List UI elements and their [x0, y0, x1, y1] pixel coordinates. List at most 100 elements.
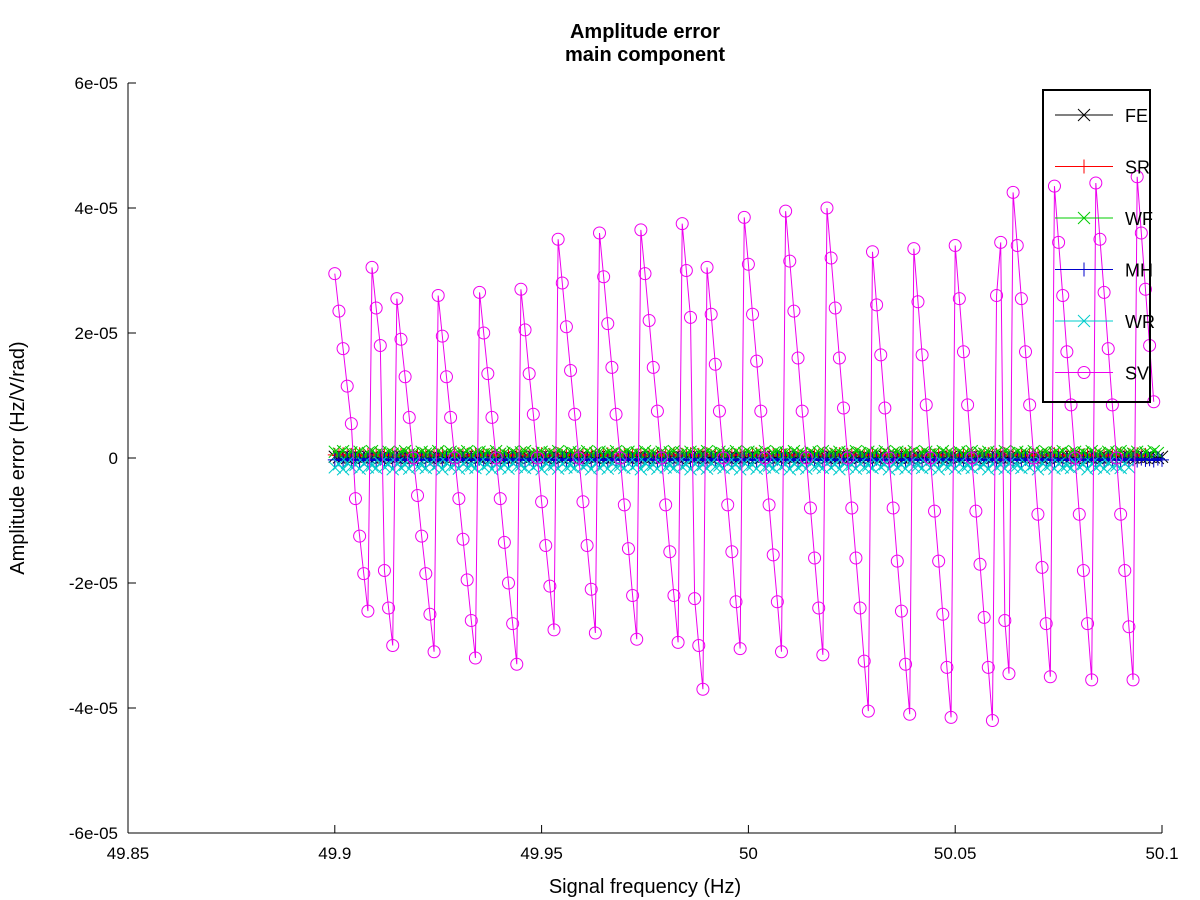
point-wr — [692, 461, 706, 474]
point-wr — [328, 461, 342, 474]
point-sv — [952, 292, 966, 306]
point-sv — [547, 623, 561, 637]
point-sv — [903, 707, 917, 721]
x-tick-label: 50.05 — [934, 844, 977, 863]
point-sv — [576, 495, 590, 509]
point-sv — [630, 632, 644, 646]
point-wr — [1039, 460, 1053, 474]
point-mh — [1155, 452, 1169, 467]
point-wr — [990, 461, 1003, 474]
point-mh — [509, 452, 524, 467]
point-sv — [328, 267, 342, 281]
point-mh — [915, 453, 930, 468]
y-tick-label: 6e-05 — [75, 74, 118, 93]
point-wr — [866, 461, 879, 475]
point-mh — [1130, 453, 1145, 468]
point-sv — [1089, 176, 1103, 190]
point-mh — [939, 452, 954, 467]
point-sv — [750, 354, 764, 368]
point-wr — [861, 459, 875, 472]
point-sv — [439, 370, 453, 384]
point-sv — [766, 548, 780, 562]
series-sv — [328, 170, 1161, 727]
point-sv — [605, 360, 619, 374]
point-sv — [539, 539, 553, 552]
point-wr — [882, 462, 896, 476]
point-mh — [1014, 453, 1029, 468]
legend-label-wf: WF — [1125, 209, 1153, 229]
point-wr — [630, 457, 644, 471]
point-sv — [899, 657, 913, 671]
point-wr — [1089, 461, 1103, 474]
point-sv — [1027, 451, 1041, 465]
legend-label-sv: SV — [1125, 364, 1149, 384]
point-sv — [675, 217, 689, 231]
point-sv — [348, 492, 362, 506]
point-sv — [460, 573, 474, 587]
point-wr — [812, 459, 826, 472]
point-sv — [514, 282, 528, 296]
point-sv — [502, 576, 516, 590]
point-sv — [882, 451, 896, 465]
point-wr — [729, 457, 743, 471]
chart-title-line-1: Amplitude error — [570, 21, 720, 43]
point-sv — [626, 589, 640, 602]
point-sv — [870, 298, 884, 312]
point-sv — [919, 398, 933, 412]
point-sv — [824, 251, 838, 265]
y-tick-label: -6e-05 — [69, 824, 118, 843]
point-sv — [510, 657, 524, 671]
point-sv — [741, 257, 755, 271]
point-sv — [564, 364, 578, 377]
point-wr — [932, 462, 946, 476]
point-sv — [803, 501, 817, 515]
point-wr — [378, 460, 391, 474]
point-mh — [1134, 451, 1149, 466]
point-sv — [1052, 235, 1066, 249]
point-sv — [1085, 673, 1099, 687]
point-sv — [568, 407, 582, 421]
point-sv — [808, 551, 822, 565]
point-sv — [415, 529, 429, 543]
point-mh — [815, 453, 830, 468]
legend-box — [1042, 89, 1151, 403]
point-wr — [1122, 461, 1136, 474]
series-line-sv — [334, 176, 1155, 721]
legend-label-wr: WR — [1125, 312, 1155, 332]
point-wr — [750, 462, 764, 475]
point-mh — [369, 453, 384, 468]
point-sv — [390, 292, 404, 306]
point-sv — [638, 267, 652, 281]
point-mh — [1006, 452, 1021, 467]
point-sv — [1031, 507, 1045, 521]
point-wr — [469, 461, 482, 475]
y-tick-label: -2e-05 — [69, 574, 118, 593]
point-sv — [990, 289, 1004, 302]
point-wr — [510, 460, 524, 474]
point-sv — [1114, 507, 1128, 521]
point-sv — [613, 451, 627, 465]
x-tick-label: 49.95 — [520, 844, 563, 863]
point-sv — [928, 504, 942, 518]
point-sv — [1056, 289, 1070, 302]
point-sv — [1093, 232, 1107, 246]
point-wr — [601, 462, 615, 475]
point-mh — [741, 452, 756, 467]
point-mh — [1039, 452, 1054, 467]
point-sv — [679, 264, 693, 277]
legend-marker-mh — [1077, 262, 1091, 277]
legend-marker-sr — [1077, 159, 1091, 174]
legend-entry-wr: WR — [1055, 312, 1155, 332]
point-sv — [696, 682, 710, 696]
point-wr — [584, 462, 598, 476]
point-wr — [799, 462, 813, 475]
point-wr — [1081, 462, 1094, 476]
point-sv — [340, 379, 354, 393]
point-wr — [1006, 460, 1020, 474]
point-sv — [1002, 667, 1016, 681]
point-sv — [489, 451, 503, 465]
point-wr — [911, 459, 925, 472]
point-wr — [336, 462, 350, 476]
legend-entry-wf: WF — [1055, 209, 1153, 229]
point-wr — [1110, 459, 1123, 472]
